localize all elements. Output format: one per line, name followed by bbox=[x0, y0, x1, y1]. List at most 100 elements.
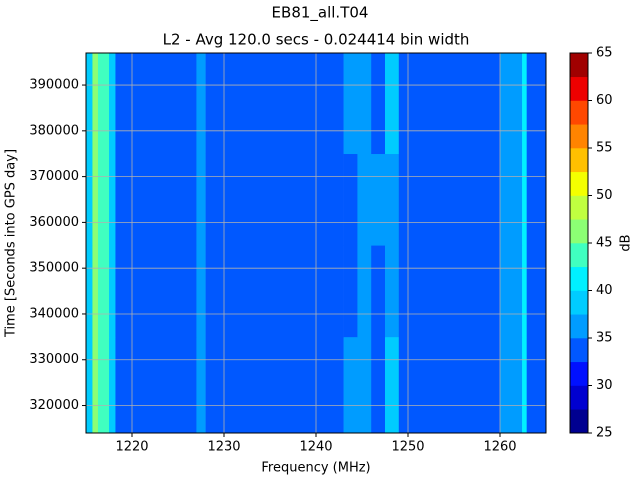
y-tick-label: 390000 bbox=[29, 78, 79, 93]
heatmap-cell bbox=[109, 245, 116, 338]
colorbar-band bbox=[570, 195, 588, 220]
heatmap-cell bbox=[97, 245, 110, 338]
heatmap-cell bbox=[357, 153, 372, 246]
heatmap-cell bbox=[371, 53, 386, 155]
heatmap-cell bbox=[522, 245, 527, 338]
heatmap-cell bbox=[500, 53, 523, 155]
heatmap-cell bbox=[109, 53, 116, 155]
heatmap-cell bbox=[196, 245, 206, 338]
heatmap-cell bbox=[371, 336, 386, 434]
heatmap-cell bbox=[92, 245, 99, 338]
colorbar-band bbox=[570, 148, 588, 173]
heatmap-cell bbox=[92, 53, 99, 155]
chart-subtitle: L2 - Avg 120.0 secs - 0.024414 bin width bbox=[163, 31, 470, 49]
heatmap-cell bbox=[385, 336, 400, 434]
heatmap-cell bbox=[526, 245, 547, 338]
colorbar-label: dB bbox=[619, 234, 634, 251]
heatmap-cell bbox=[115, 245, 197, 338]
heatmap-cell bbox=[205, 153, 344, 246]
colorbar-tick-label: 50 bbox=[596, 188, 613, 203]
heatmap-cell bbox=[92, 336, 99, 434]
x-tick-label: 1220 bbox=[115, 440, 148, 455]
colorbar-band bbox=[570, 53, 588, 78]
colorbar-band bbox=[570, 361, 588, 386]
heatmap-cell bbox=[371, 245, 386, 338]
heatmap-cell bbox=[115, 53, 197, 155]
colorbar-band bbox=[570, 243, 588, 268]
colorbar-tick-label: 55 bbox=[596, 141, 613, 156]
x-tick-label: 1240 bbox=[299, 440, 332, 455]
heatmap-cell bbox=[97, 53, 110, 155]
y-tick-label: 380000 bbox=[29, 123, 79, 138]
colorbar-band bbox=[570, 385, 588, 410]
heatmap-cell bbox=[398, 336, 501, 434]
plot-frame bbox=[85, 52, 547, 434]
y-tick-label: 340000 bbox=[29, 306, 79, 321]
heatmap-cell bbox=[371, 153, 386, 246]
y-tick-label: 350000 bbox=[29, 261, 79, 276]
colorbar-band bbox=[570, 290, 588, 315]
heatmap-cell bbox=[109, 153, 116, 246]
heatmap-cell bbox=[86, 336, 93, 434]
x-tick-label: 1250 bbox=[391, 440, 424, 455]
heatmap-cell bbox=[385, 245, 400, 338]
colorbar-tick-label: 45 bbox=[596, 236, 613, 251]
y-tick-label: 330000 bbox=[29, 352, 79, 367]
heatmap-cell bbox=[500, 153, 523, 246]
heatmap-cell bbox=[86, 53, 93, 155]
heatmap-cell bbox=[97, 153, 110, 246]
y-tick-label: 370000 bbox=[29, 169, 79, 184]
heatmap-cell bbox=[522, 153, 527, 246]
colorbar-band bbox=[570, 171, 588, 196]
heatmap-cell bbox=[357, 53, 372, 155]
colorbar-band bbox=[570, 76, 588, 101]
colorbar-tick-label: 65 bbox=[596, 46, 613, 61]
heatmap-cell bbox=[357, 336, 372, 434]
heatmap-cell bbox=[522, 336, 527, 434]
colorbar-band bbox=[570, 314, 588, 339]
heatmap-cell bbox=[500, 245, 523, 338]
heatmap-cell bbox=[343, 336, 358, 434]
heatmap-cell bbox=[385, 153, 400, 246]
heatmap-cell bbox=[115, 153, 197, 246]
heatmap-cell bbox=[196, 53, 206, 155]
heatmap-cell bbox=[522, 53, 527, 155]
heatmap-cell bbox=[526, 336, 547, 434]
colorbar-band bbox=[570, 409, 588, 434]
x-axis-label: Frequency (MHz) bbox=[261, 461, 370, 476]
heatmap-cell bbox=[385, 53, 400, 155]
heatmap-cell bbox=[92, 153, 99, 246]
heatmap-cell bbox=[86, 245, 93, 338]
y-tick-label: 320000 bbox=[29, 398, 79, 413]
x-tick-label: 1230 bbox=[207, 440, 240, 455]
heatmap-cell bbox=[109, 336, 116, 434]
heatmap-cell bbox=[97, 336, 110, 434]
heatmap-cell bbox=[205, 245, 344, 338]
y-axis-label: Time [Seconds into GPS day] bbox=[4, 149, 19, 338]
x-tick-label: 1260 bbox=[483, 440, 516, 455]
heatmap-cell bbox=[357, 245, 372, 338]
colorbar-band bbox=[570, 266, 588, 291]
heatmap-cell bbox=[398, 245, 501, 338]
colorbar-tick-label: 40 bbox=[596, 283, 613, 298]
heatmap-cell bbox=[196, 336, 206, 434]
heatmap-cell bbox=[398, 53, 501, 155]
heatmap-cell bbox=[526, 53, 547, 155]
colorbar-band bbox=[570, 219, 588, 244]
heatmap-cell bbox=[196, 153, 206, 246]
colorbar-tick-label: 60 bbox=[596, 93, 613, 108]
y-tick-label: 360000 bbox=[29, 215, 79, 230]
heatmap-cell bbox=[500, 336, 523, 434]
heatmap-cell bbox=[86, 153, 93, 246]
heatmap-cell bbox=[205, 336, 344, 434]
heatmap-cell bbox=[343, 245, 358, 338]
heatmap-cell bbox=[398, 153, 501, 246]
heatmap-cell bbox=[526, 153, 547, 246]
colorbar-band bbox=[570, 338, 588, 363]
colorbar-band bbox=[570, 124, 588, 149]
heatmap-cell bbox=[115, 336, 197, 434]
colorbar-tick-label: 30 bbox=[596, 378, 613, 393]
heatmap-cell bbox=[343, 53, 358, 155]
colorbar-tick-label: 25 bbox=[596, 426, 613, 441]
